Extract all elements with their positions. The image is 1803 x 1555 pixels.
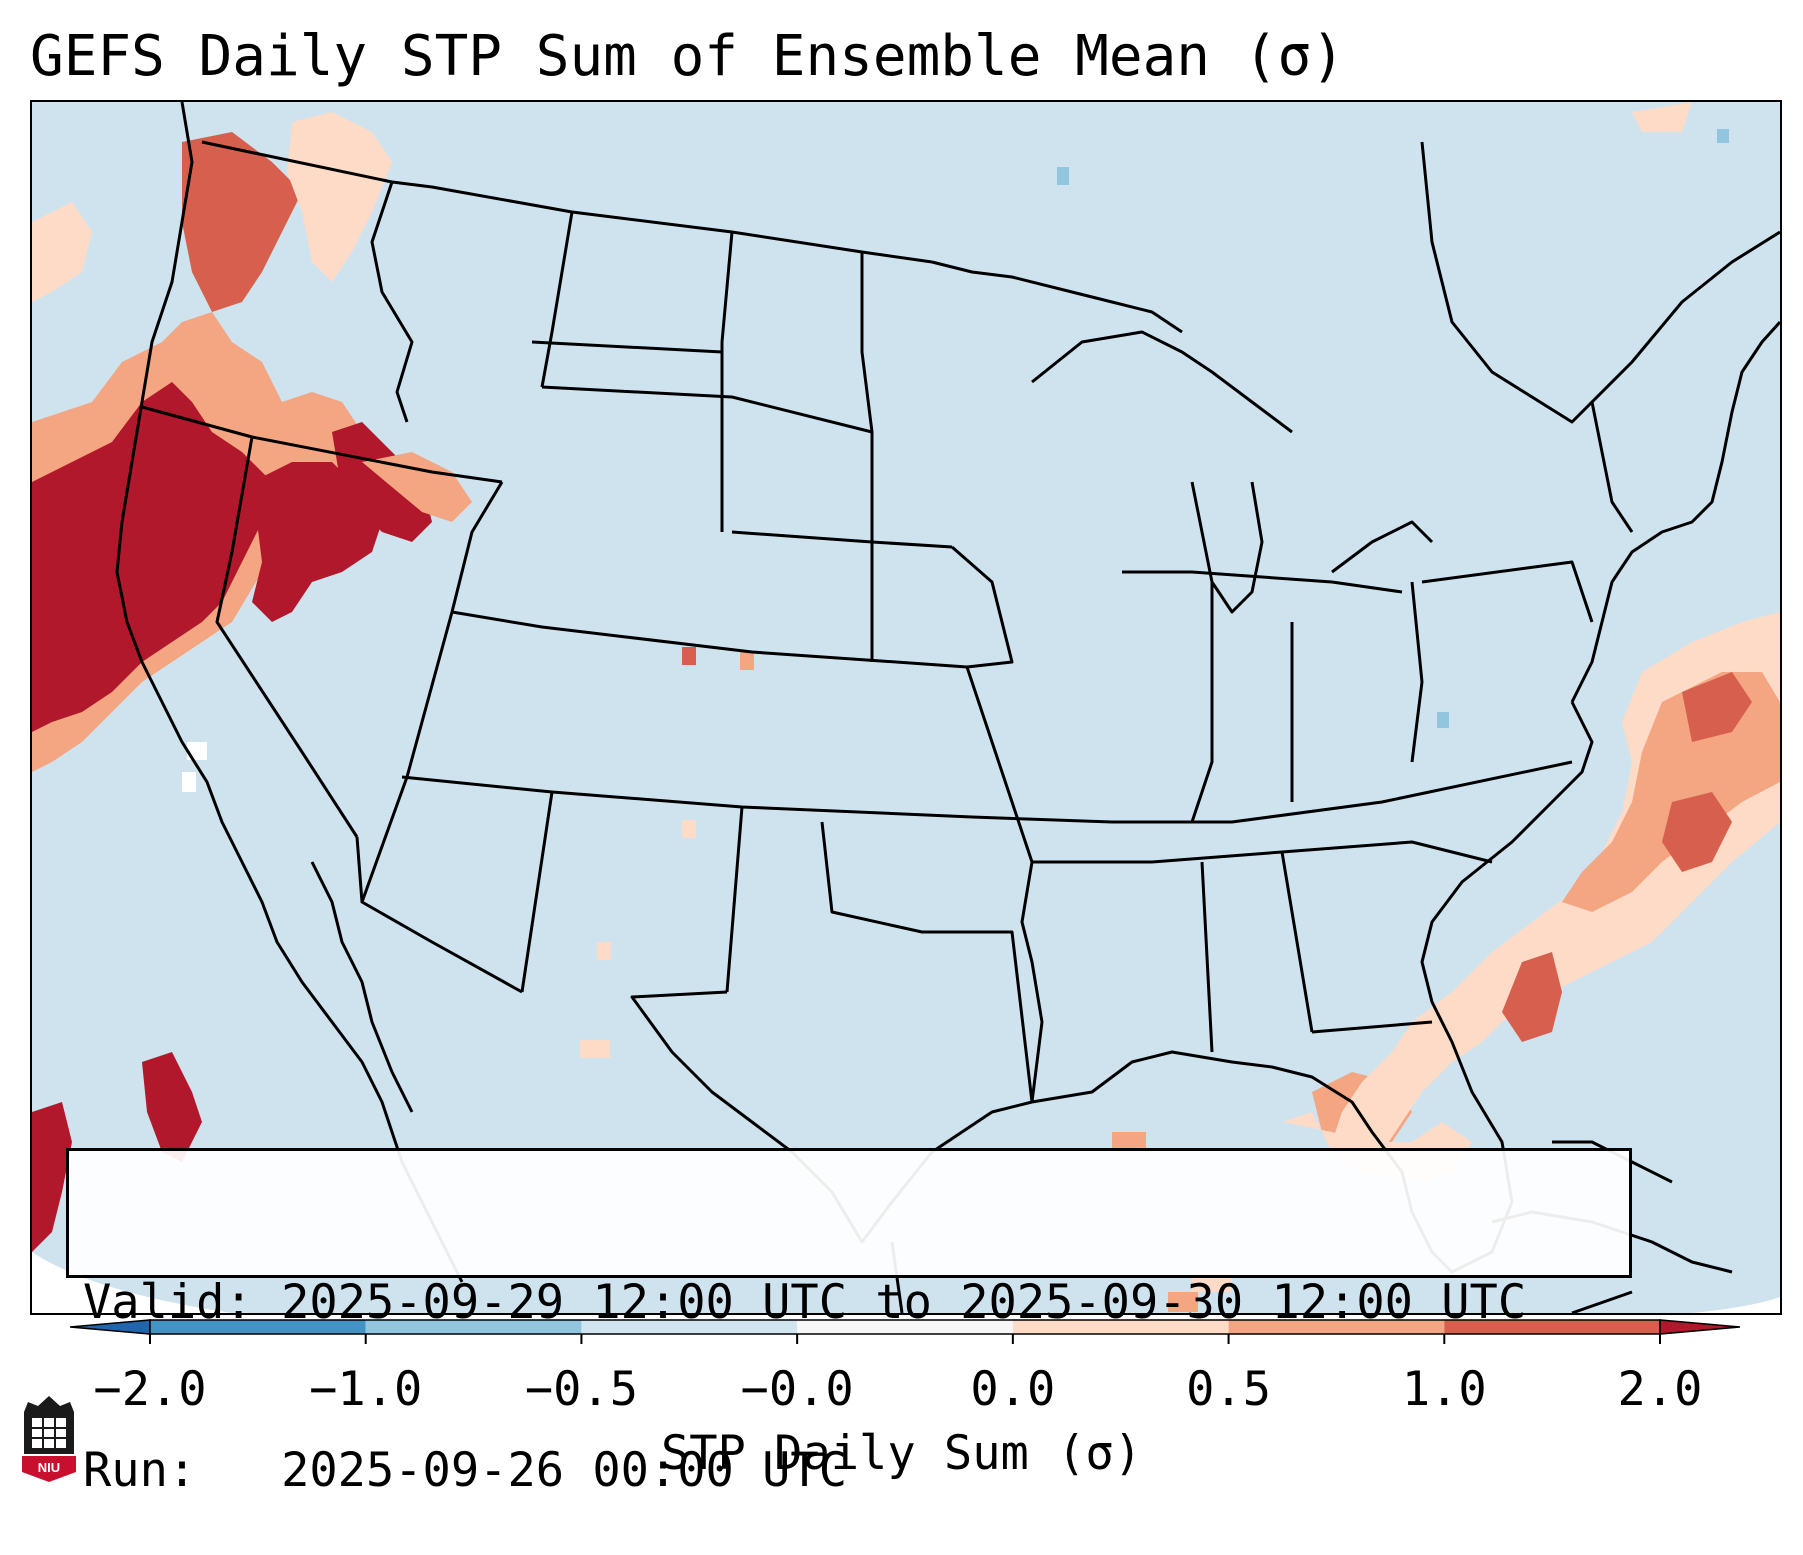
state-line-ut-co-ne: [450, 481, 968, 669]
colorbar-under-extension: [70, 1319, 151, 1335]
map-canvas: [32, 102, 1780, 1313]
run-time-text: Run: 2025-09-26 00:00 UTC: [83, 1443, 848, 1498]
state-line-nv-az: [360, 611, 454, 903]
baja-coast: [310, 861, 414, 1113]
stp-region-baja-pacific: [142, 1052, 202, 1162]
stp-cell-negative-wv: [1437, 712, 1449, 728]
colorbar-tick-label: 0.0: [970, 1362, 1056, 1417]
state-line-az-mx: [355, 836, 523, 994]
stp-region-idaho-very-high: [252, 462, 382, 622]
stp-region-bc-low: [287, 112, 392, 282]
map-panel: [30, 100, 1782, 1315]
stp-region-west-very-high: [32, 382, 272, 732]
stp-cell-caribbean: [1112, 1132, 1146, 1152]
stp-cell-near-zero-2: [182, 772, 196, 792]
stp-region-atlantic-high-3: [1502, 952, 1562, 1042]
state-line-az-nm: [520, 791, 554, 993]
state-line-ok-tx: [820, 821, 1034, 1103]
stp-cell-nm-2: [597, 942, 611, 960]
state-line-ia-mo: [951, 545, 1014, 669]
stp-cell-negative-canada: [1057, 167, 1069, 185]
colorbar-outline: [149, 1319, 1661, 1335]
colorbar-segment: [1012, 1320, 1229, 1334]
state-line-il-in: [1190, 582, 1214, 823]
colorbar-tick-label: −2.0: [93, 1362, 207, 1417]
state-line-oh-pa: [1410, 581, 1424, 763]
stp-region-washington: [182, 132, 302, 312]
colorbar-tick-label: −0.0: [740, 1362, 854, 1417]
stp-region-pacific-sw: [32, 1102, 72, 1252]
lake-michigan-shore: [1190, 481, 1264, 614]
projection-edge-right: [1692, 1297, 1780, 1313]
state-line-ca-nv: [215, 436, 359, 838]
colorbar-tick-label: 1.0: [1401, 1362, 1487, 1417]
stp-region-north-atlantic-low: [1632, 102, 1692, 132]
state-line-al-ga: [1280, 851, 1314, 1033]
hispaniola-outline: [1571, 1290, 1633, 1313]
stp-cell-caribbean-2: [1168, 1292, 1198, 1312]
state-line-id-mt: [370, 181, 414, 423]
projection-edge: [32, 1252, 232, 1313]
stp-cell-colorado-2: [740, 652, 754, 670]
stp-cell-negative-ne: [1717, 129, 1729, 143]
colorbar-label: STP Daily Sum (σ): [660, 1426, 1143, 1481]
colorbar-tick-label: 0.5: [1186, 1362, 1272, 1417]
stp-cell-mexico: [580, 1040, 610, 1058]
logo-text: NIU: [38, 1460, 60, 1475]
state-line-il-in-oh: [1122, 570, 1403, 594]
stp-cell-nm: [682, 820, 696, 838]
stp-region-offshore-low: [32, 202, 92, 302]
lake-superior-shore: [1031, 330, 1293, 434]
state-line-tn-nc: [1112, 760, 1573, 824]
stp-region-montana-moderate: [362, 452, 472, 522]
west-coastline: [115, 102, 464, 1283]
state-line-or-id: [141, 405, 503, 484]
lake-erie-shore: [1331, 520, 1434, 574]
stp-region-idaho-east: [332, 422, 432, 542]
colorbar-segment: [1228, 1320, 1445, 1334]
colorbar-segment: [581, 1320, 798, 1334]
state-line-pa-ny: [1421, 560, 1594, 623]
map-background: [32, 102, 1780, 1313]
colorbar-segment: [150, 1320, 366, 1334]
colorbar-tick-label: −1.0: [309, 1362, 423, 1417]
northeast-coast: [1570, 320, 1780, 703]
stp-region-atlantic-high-2: [1662, 792, 1732, 872]
northeast-canada-border: [1420, 141, 1780, 424]
validity-info-box: Valid: 2025-09-29 12:00 UTC to 2025-09-3…: [66, 1148, 1632, 1498]
state-line-wy-nd: [531, 340, 723, 354]
colorbar-segment: [1444, 1320, 1660, 1334]
map-title: GEFS Daily STP Sum of Ensemble Mean (σ): [30, 24, 1345, 89]
niu-logo-icon: NIU: [22, 1396, 76, 1482]
stp-cell-colorado: [682, 647, 696, 665]
state-line-nd-sd: [720, 231, 734, 532]
colorbar-tick-label: 2.0: [1617, 1362, 1703, 1417]
mississippi-river-line: [965, 666, 1044, 1103]
colorbar-segments: [70, 1319, 1740, 1344]
state-line-sd: [541, 385, 873, 434]
state-line-ga-fl: [1311, 1020, 1433, 1034]
state-line-nm-tx: [725, 806, 744, 993]
state-line-mt-wy: [540, 211, 574, 388]
colorbar: [70, 1319, 1740, 1344]
colorbar-over-extension: [1659, 1319, 1740, 1335]
colorbar-segment: [365, 1320, 582, 1334]
colorbar-segment: [797, 1320, 1013, 1334]
colorbar-tick-label: −0.5: [524, 1362, 639, 1417]
state-line-ny-vt: [1590, 401, 1634, 533]
us-canada-border-central: [931, 260, 1183, 334]
state-line-mn: [860, 252, 874, 542]
state-line-ms-al: [1200, 861, 1214, 1053]
stp-region-atlantic-high: [1682, 672, 1752, 742]
